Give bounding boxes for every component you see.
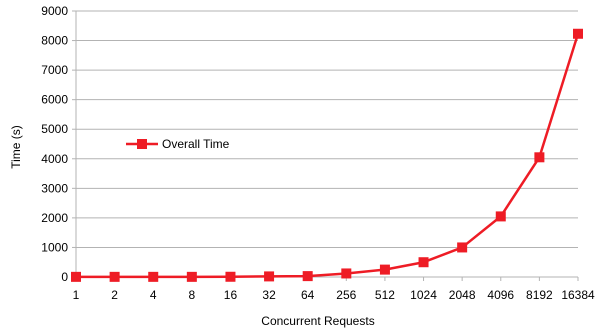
y-axis-ticks: 0 1000 2000 3000 4000 5000 6000 7000 8000 9000 xyxy=(41,4,76,284)
x-tick-label: 32 xyxy=(262,288,276,302)
data-point-1024 xyxy=(418,257,429,268)
y-tick-label: 3000 xyxy=(41,181,68,195)
y-tick-label: 9000 xyxy=(41,4,68,18)
legend: Overall Time xyxy=(126,137,230,151)
data-point-32 xyxy=(264,271,275,282)
x-tick-label: 1 xyxy=(73,288,80,302)
data-point-16 xyxy=(225,271,236,282)
x-tick-label: 16 xyxy=(224,288,238,302)
data-point-2 xyxy=(109,271,120,282)
data-point-256 xyxy=(341,268,352,279)
x-axis-title: Concurrent Requests xyxy=(261,314,374,328)
series-overall-time xyxy=(71,28,583,282)
data-point-512 xyxy=(379,264,390,275)
x-tick-label: 2 xyxy=(111,288,118,302)
x-tick-label: 512 xyxy=(375,288,395,302)
y-tick-label: 8000 xyxy=(41,34,68,48)
data-point-16384 xyxy=(573,28,583,39)
data-point-4 xyxy=(148,271,159,282)
series-line xyxy=(76,33,580,279)
x-tick-label: 256 xyxy=(336,288,356,302)
y-tick-label: 4000 xyxy=(41,152,68,166)
y-tick-label: 2000 xyxy=(41,211,68,225)
x-tick-label: 8192 xyxy=(526,288,553,302)
legend-label-overall-time: Overall Time xyxy=(162,137,230,151)
legend-square-marker xyxy=(137,139,147,149)
x-tick-label: 4096 xyxy=(487,288,514,302)
x-tick-label: 4 xyxy=(150,288,157,302)
gridlines xyxy=(75,10,578,278)
x-tick-label: 1024 xyxy=(410,288,437,302)
data-point-2048 xyxy=(457,242,468,253)
data-point-8192 xyxy=(534,152,545,163)
data-point-8 xyxy=(186,271,197,282)
x-tick-label: 16384 xyxy=(561,288,595,302)
y-tick-label: 5000 xyxy=(41,122,68,136)
y-tick-label: 1000 xyxy=(41,240,68,254)
x-tick-label: 2048 xyxy=(449,288,476,302)
y-tick-label: 0 xyxy=(61,270,68,284)
data-point-1 xyxy=(71,271,81,282)
y-tick-label: 7000 xyxy=(41,63,68,77)
y-axis-title: Time (s) xyxy=(9,125,23,169)
data-point-4096 xyxy=(495,211,506,222)
data-point-64 xyxy=(302,271,313,282)
y-tick-label: 6000 xyxy=(41,93,68,107)
x-tick-label: 64 xyxy=(301,288,315,302)
x-tick-label: 8 xyxy=(189,288,196,302)
